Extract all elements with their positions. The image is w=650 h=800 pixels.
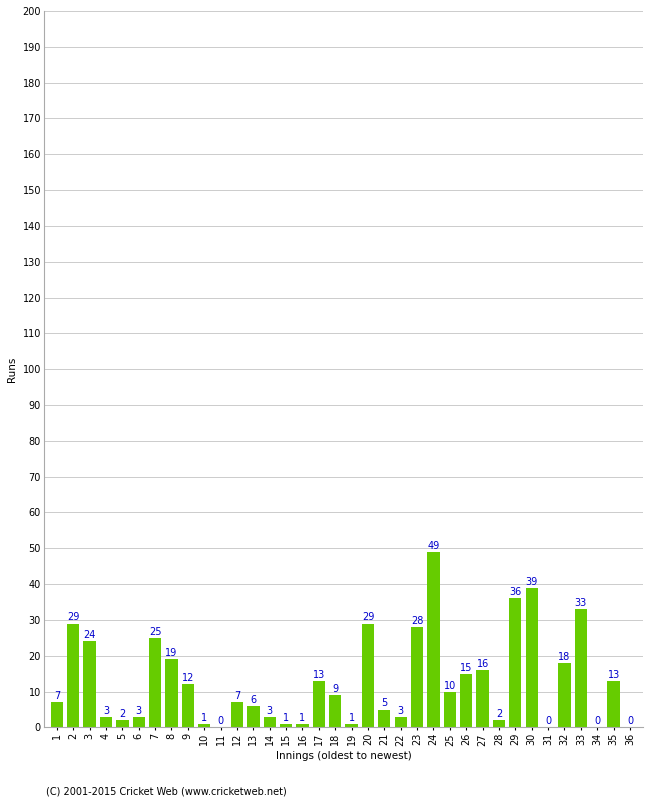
Text: 0: 0 xyxy=(545,716,551,726)
Text: 3: 3 xyxy=(136,706,142,716)
Text: 1: 1 xyxy=(300,713,306,722)
Bar xyxy=(558,663,571,727)
Bar xyxy=(575,610,587,727)
Bar xyxy=(280,724,292,727)
Y-axis label: Runs: Runs xyxy=(7,357,17,382)
Bar xyxy=(444,692,456,727)
Text: 5: 5 xyxy=(382,698,387,709)
Text: 7: 7 xyxy=(234,691,240,702)
Bar xyxy=(460,674,473,727)
Bar xyxy=(378,710,391,727)
Text: 28: 28 xyxy=(411,616,423,626)
Text: 13: 13 xyxy=(313,670,325,680)
Text: 49: 49 xyxy=(427,541,439,551)
Text: 19: 19 xyxy=(165,648,177,658)
Bar xyxy=(149,638,161,727)
Bar xyxy=(133,717,145,727)
Text: 2: 2 xyxy=(496,710,502,719)
Text: 1: 1 xyxy=(283,713,289,722)
Bar xyxy=(198,724,211,727)
Bar xyxy=(493,720,505,727)
Text: 2: 2 xyxy=(119,710,125,719)
Text: 0: 0 xyxy=(627,716,633,726)
Bar xyxy=(395,717,407,727)
Bar xyxy=(411,627,423,727)
Text: 3: 3 xyxy=(103,706,109,716)
Bar xyxy=(296,724,309,727)
Text: 16: 16 xyxy=(476,659,489,669)
Text: 1: 1 xyxy=(348,713,355,722)
Text: 36: 36 xyxy=(509,587,521,598)
Text: 1: 1 xyxy=(202,713,207,722)
Text: 33: 33 xyxy=(575,598,587,608)
Bar xyxy=(313,681,325,727)
Bar xyxy=(345,724,358,727)
Bar xyxy=(51,702,63,727)
Text: 0: 0 xyxy=(218,716,224,726)
Bar xyxy=(526,588,538,727)
Bar xyxy=(165,659,177,727)
Bar xyxy=(476,670,489,727)
Bar xyxy=(247,706,259,727)
Bar xyxy=(264,717,276,727)
Text: 29: 29 xyxy=(67,613,79,622)
Bar xyxy=(608,681,619,727)
Text: 3: 3 xyxy=(266,706,273,716)
Text: 0: 0 xyxy=(594,716,600,726)
Text: 13: 13 xyxy=(608,670,619,680)
Text: 24: 24 xyxy=(83,630,96,640)
Bar xyxy=(182,685,194,727)
Bar xyxy=(362,623,374,727)
Text: 6: 6 xyxy=(250,695,256,705)
Text: 12: 12 xyxy=(182,674,194,683)
Text: 29: 29 xyxy=(362,613,374,622)
Text: 9: 9 xyxy=(332,684,338,694)
Text: 39: 39 xyxy=(526,577,538,586)
Bar xyxy=(231,702,243,727)
Text: 18: 18 xyxy=(558,652,571,662)
Bar xyxy=(329,695,341,727)
Text: 7: 7 xyxy=(54,691,60,702)
Bar xyxy=(67,623,79,727)
Text: (C) 2001-2015 Cricket Web (www.cricketweb.net): (C) 2001-2015 Cricket Web (www.cricketwe… xyxy=(46,786,286,796)
Text: 25: 25 xyxy=(149,627,161,637)
Bar xyxy=(427,552,439,727)
Bar xyxy=(116,720,129,727)
Text: 15: 15 xyxy=(460,662,473,673)
Bar xyxy=(83,642,96,727)
X-axis label: Innings (oldest to newest): Innings (oldest to newest) xyxy=(276,751,411,761)
Text: 10: 10 xyxy=(444,681,456,690)
Text: 3: 3 xyxy=(398,706,404,716)
Bar xyxy=(100,717,112,727)
Bar xyxy=(509,598,521,727)
